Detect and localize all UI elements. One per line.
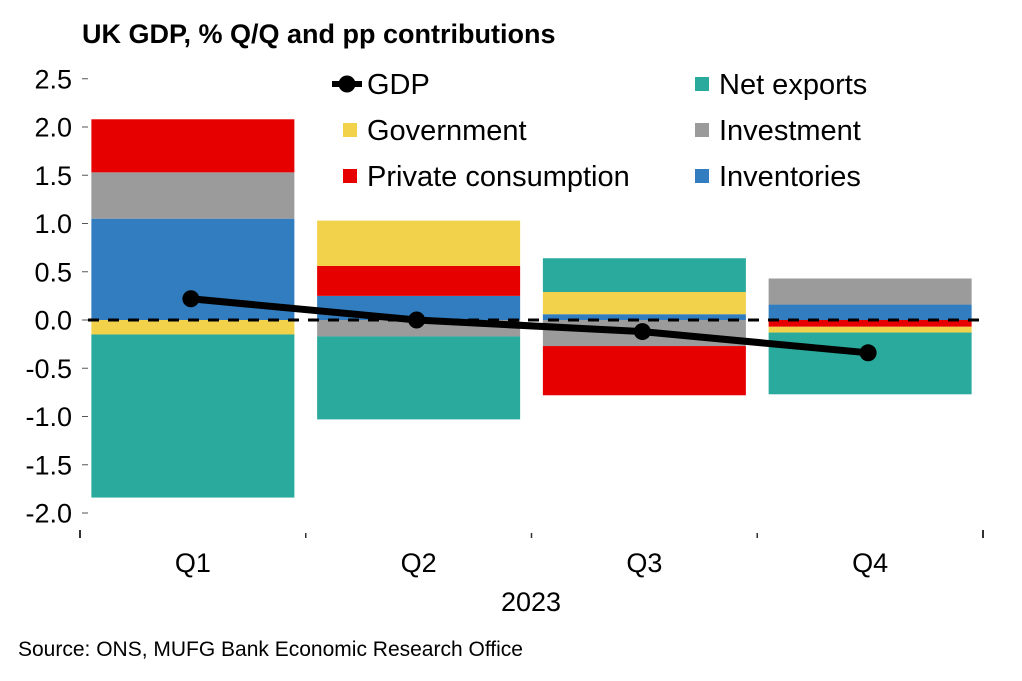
bar-segment-net-exports	[317, 336, 521, 420]
y-tick-label: 2.0	[34, 113, 72, 143]
y-tick-label: -1.5	[25, 450, 72, 480]
y-tick-label: 0.5	[34, 257, 72, 287]
bar-segment-investment	[768, 278, 972, 305]
legend-item-gdp: GDP	[332, 69, 430, 101]
chart-title: UK GDP, % Q/Q and pp contributions	[82, 19, 556, 49]
y-tick-label: -2.0	[25, 499, 72, 529]
x-axis: Q1 Q2 Q3 Q4	[79, 530, 984, 578]
legend-color-swatch	[695, 77, 709, 91]
x-tick-label: Q4	[852, 548, 888, 578]
y-tick-label: 2.5	[34, 64, 72, 94]
legend-item-inventories: Inventories	[695, 161, 861, 193]
legend-item-investment: Investment	[695, 115, 861, 147]
y-axis: 2.5 2.0 1.5 1.0 0.5 0.0 -0.5 -1.0 -1.5 -2.0	[25, 64, 88, 529]
x-tick-label: Q1	[175, 548, 211, 578]
bar-segment-private-consumption	[317, 265, 521, 296]
legend-item-net-exports: Net exports	[695, 69, 867, 101]
legend-label: Government	[367, 115, 527, 147]
y-tick-label: 1.5	[34, 161, 72, 191]
y-tick-label: 0.0	[34, 306, 72, 336]
legend-item-private-consumption: Private consumption	[343, 161, 630, 193]
legend-color-swatch	[695, 123, 709, 137]
x-tick-label: Q3	[626, 548, 662, 578]
gdp-point	[408, 311, 426, 329]
gdp-point	[182, 290, 200, 308]
y-tick-label: 1.0	[34, 209, 72, 239]
bar-segment-net-exports	[542, 258, 746, 293]
gdp-point	[859, 344, 877, 362]
bar-segment-government	[768, 326, 972, 333]
legend-label: GDP	[367, 69, 430, 101]
bar-segment-inventories	[542, 314, 746, 320]
gdp-point	[633, 323, 651, 341]
legend-label: Inventories	[719, 161, 861, 193]
bar-segment-private-consumption	[542, 346, 746, 396]
x-tick-label: Q2	[401, 548, 437, 578]
bar-segment-investment	[91, 172, 295, 219]
bar-segment-government	[91, 320, 295, 335]
legend-color-swatch	[343, 123, 357, 137]
bar-segment-net-exports	[768, 332, 972, 395]
legend-marker-swatch	[338, 75, 356, 93]
legend-label: Private consumption	[367, 161, 630, 193]
bar-segment-private-consumption	[768, 320, 972, 327]
legend: GDP Net exports Government Investment Privat…	[332, 69, 867, 193]
legend-color-swatch	[343, 169, 357, 183]
bar-segment-inventories	[768, 304, 972, 320]
legend-color-swatch	[695, 169, 709, 183]
y-tick-label: -1.0	[25, 402, 72, 432]
source-note: Source: ONS, MUFG Bank Economic Research…	[18, 638, 523, 661]
bar-segment-private-consumption	[91, 119, 295, 173]
bar-segment-net-exports	[91, 334, 295, 498]
legend-item-government: Government	[343, 115, 527, 147]
gdp-line-path	[190, 295, 869, 357]
bar-segment-government	[317, 220, 521, 266]
bar-segment-government	[542, 292, 746, 315]
y-tick-label: -0.5	[25, 354, 72, 384]
x-axis-label: 2023	[501, 587, 561, 617]
gdp-line	[182, 290, 877, 362]
legend-label: Investment	[719, 115, 861, 147]
legend-label: Net exports	[719, 69, 867, 101]
